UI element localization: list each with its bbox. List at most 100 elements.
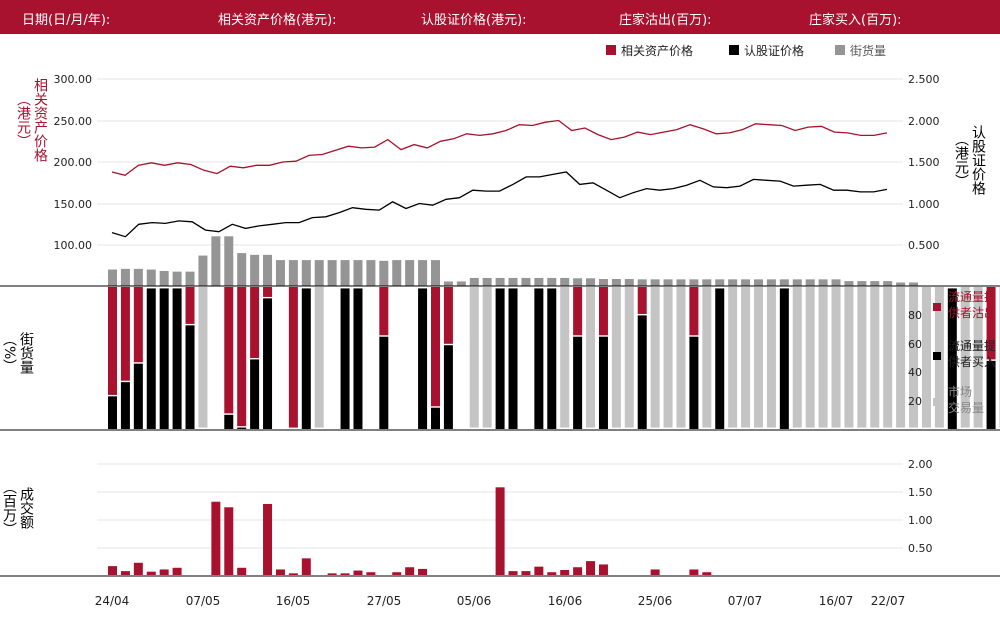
outstanding-bar xyxy=(805,279,815,286)
mm-buy-bar xyxy=(263,298,273,429)
outstanding-bar xyxy=(676,279,686,286)
side-legend-label: 供者沽出 xyxy=(948,306,996,320)
x-tick-label: 16/06 xyxy=(548,594,583,608)
outstanding-bar xyxy=(146,269,156,286)
mm-sell-bar xyxy=(598,287,608,336)
outstanding-bar xyxy=(172,271,182,286)
outstanding-bar xyxy=(779,279,789,286)
mm-buy-bar xyxy=(431,407,440,429)
mm-buy-bar xyxy=(534,288,544,429)
outstanding-bar xyxy=(275,260,285,286)
legend-label: 认股证价格 xyxy=(744,43,804,58)
turnover-bar xyxy=(573,567,583,575)
turnover-bar xyxy=(263,503,273,575)
market-volume-bar xyxy=(857,287,867,428)
mm-buy-bar xyxy=(715,288,725,429)
mm-sell-bar xyxy=(120,287,130,381)
outstanding-bar xyxy=(108,269,117,286)
outstanding-bar xyxy=(198,255,208,286)
market-volume-bar xyxy=(676,287,686,428)
legend-swatch xyxy=(835,45,845,55)
legend-swatch xyxy=(606,45,616,55)
market-volume-bar xyxy=(909,287,919,428)
turnover-bar xyxy=(598,564,608,575)
outstanding-bar xyxy=(521,277,531,286)
side-legend-swatch xyxy=(933,303,941,311)
turnover-bar xyxy=(211,501,221,575)
mm-buy-bar xyxy=(353,288,363,429)
market-volume-bar xyxy=(741,287,751,428)
outstanding-bar xyxy=(482,277,492,286)
side-legend-label: 交易量 xyxy=(948,400,984,415)
turnover-bar xyxy=(224,507,234,575)
x-tick-label: 07/05 xyxy=(186,594,221,608)
outstanding-bar xyxy=(741,279,751,286)
market-volume-bar xyxy=(560,287,570,428)
outstanding-bar xyxy=(327,260,337,286)
turnover-bar xyxy=(146,571,156,575)
middle-tick-label: 20 xyxy=(908,395,922,408)
right-axis-title-text: 认股证价格 xyxy=(970,125,986,195)
turnover-bar xyxy=(237,567,247,575)
x-tick-label: 25/06 xyxy=(638,594,673,608)
outstanding-bar xyxy=(456,281,466,286)
mm-buy-bar xyxy=(947,288,957,429)
mm-buy-bar xyxy=(379,336,389,429)
header-bar: 日期(日/月/年): 相关资产价格(港元): 认股证价格(港元): 庄家沽出(百… xyxy=(0,0,1000,34)
outstanding-bar xyxy=(870,281,880,286)
side-legend-label: 流通量提 xyxy=(948,289,996,304)
turnover-bar xyxy=(366,572,376,575)
turnover-bar xyxy=(521,571,531,575)
mm-sell-bar xyxy=(224,287,234,414)
market-volume-bar xyxy=(805,287,815,428)
mm-buy-bar xyxy=(301,288,311,429)
outstanding-bar xyxy=(314,260,324,286)
turnover-axis-title: 成交额 （百万） xyxy=(0,480,34,536)
outstanding-bar xyxy=(883,281,893,286)
left-tick-label: 200.00 xyxy=(54,156,93,169)
side-legend-label: 流通量提 xyxy=(948,338,996,353)
outstanding-bar xyxy=(896,282,906,286)
mm-sell-bar xyxy=(237,287,247,427)
warrant-price-label: 认股证价格(港元): xyxy=(421,13,527,28)
outstanding-bar xyxy=(663,279,673,286)
mm-buy-bar xyxy=(340,288,350,429)
right-axis-title: 认股证价格 （港元） xyxy=(952,125,986,195)
market-volume-bar xyxy=(792,287,802,428)
turnover-bar xyxy=(702,572,712,575)
market-volume-bar xyxy=(973,287,983,428)
outstanding-bar xyxy=(301,260,311,286)
outstanding-bar xyxy=(754,279,763,286)
turnover-bar xyxy=(275,569,285,575)
right-tick-label: 1.500 xyxy=(908,156,940,169)
outstanding-bar xyxy=(560,277,570,286)
turnover-bar xyxy=(534,566,544,575)
mm-sell-bar xyxy=(573,287,583,336)
outstanding-bar xyxy=(534,277,544,286)
outstanding-bar xyxy=(495,277,505,286)
turnover-bar xyxy=(392,572,402,575)
left-axis-title: 相关资产价格 （港元） xyxy=(14,78,48,162)
right-axis-title-unit: （港元） xyxy=(953,132,969,188)
x-tick-label: 16/05 xyxy=(276,594,311,608)
turnover-bar xyxy=(133,562,143,575)
mm-buy-bar xyxy=(779,288,789,429)
mm-sell-bar xyxy=(263,287,273,297)
outstanding-bar xyxy=(831,279,841,286)
mm-buy-bar xyxy=(250,359,260,429)
market-volume-bar xyxy=(754,287,763,428)
turnover-bar xyxy=(108,566,117,575)
outstanding-bar xyxy=(611,279,621,286)
market-volume-bar xyxy=(314,287,324,428)
turnover-bar xyxy=(650,569,660,575)
turnover-bar xyxy=(288,573,298,575)
underlying-price-label: 相关资产价格(港元): xyxy=(218,13,337,28)
turnover-axis-title-text: 成交额 xyxy=(18,487,34,529)
x-tick-label: 27/05 xyxy=(367,594,402,608)
outstanding-bar xyxy=(586,278,596,286)
outstanding-bar xyxy=(689,279,699,286)
outstanding-bar xyxy=(120,268,130,286)
left-axis-title-text: 相关资产价格 xyxy=(32,78,48,162)
legend-label: 街货量 xyxy=(850,43,886,58)
mm-buy-bar xyxy=(547,288,557,429)
